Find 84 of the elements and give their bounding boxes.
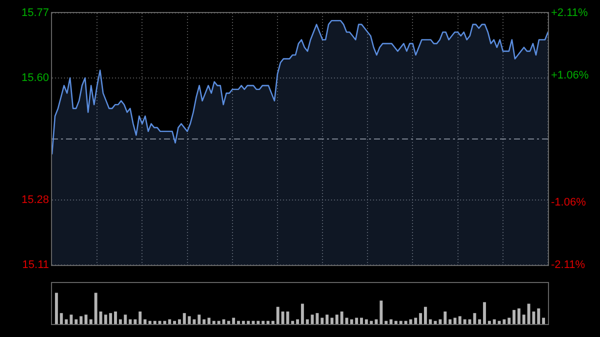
bar	[463, 319, 466, 324]
bar	[537, 308, 540, 324]
bar	[173, 320, 176, 324]
bar	[291, 320, 294, 324]
bar	[370, 320, 373, 324]
bar	[276, 306, 280, 324]
bar	[390, 319, 392, 324]
bar	[271, 320, 274, 324]
bar	[168, 319, 172, 324]
bar	[144, 319, 146, 324]
bar	[542, 318, 546, 324]
bar	[350, 319, 354, 324]
bar	[517, 308, 520, 324]
bar	[300, 304, 304, 324]
y-tick-label: 15.28	[21, 194, 49, 206]
bar	[212, 320, 216, 324]
bar	[134, 319, 137, 324]
bar	[360, 318, 363, 324]
bar	[182, 313, 186, 324]
y-tick-label: 15.11	[22, 259, 49, 272]
bar	[340, 312, 344, 324]
bar	[202, 319, 206, 324]
bar	[94, 292, 98, 324]
bar	[478, 319, 482, 324]
bar	[458, 316, 462, 324]
bar	[178, 319, 181, 324]
bar	[320, 318, 324, 324]
bar	[399, 320, 402, 324]
bar	[262, 320, 265, 324]
bar	[335, 314, 338, 324]
bar	[266, 320, 270, 324]
bar	[483, 302, 486, 324]
bar	[394, 320, 398, 324]
bar	[502, 319, 506, 324]
bar	[296, 319, 300, 324]
bar	[124, 314, 127, 324]
bar	[492, 319, 496, 324]
y-tick-label: 15.77	[21, 7, 49, 20]
bar	[473, 313, 476, 324]
bar	[80, 316, 83, 324]
bar	[512, 310, 516, 324]
bar	[217, 320, 220, 324]
bar	[114, 312, 117, 324]
y2-tick-label: +2.11%	[551, 7, 588, 20]
bar	[306, 319, 309, 324]
bar	[153, 320, 156, 324]
bar	[60, 313, 63, 324]
bar	[232, 318, 236, 324]
bar	[448, 319, 452, 324]
bar	[508, 318, 511, 324]
bar	[330, 318, 334, 324]
bar	[89, 319, 92, 324]
bar	[109, 313, 112, 324]
y2-tick-label: +1.06%	[551, 70, 589, 82]
y2-tick-label: -1.06%	[551, 196, 586, 208]
bar	[444, 312, 447, 324]
bar	[74, 319, 78, 324]
bar	[227, 320, 230, 324]
bar	[355, 318, 358, 324]
bar	[54, 292, 58, 324]
bar	[424, 306, 427, 324]
bar	[380, 300, 383, 324]
bar	[419, 313, 422, 324]
bar	[326, 314, 329, 324]
bar	[384, 320, 388, 324]
bar	[208, 318, 210, 324]
bar	[242, 320, 245, 324]
bar	[364, 319, 368, 324]
bar	[428, 319, 432, 324]
bar	[198, 314, 201, 324]
bar	[488, 320, 491, 324]
bar	[237, 320, 240, 324]
bar	[246, 320, 250, 324]
y2-tick-label: -2.11%	[551, 259, 586, 272]
bar	[84, 314, 88, 324]
bar	[256, 320, 260, 324]
bar	[414, 318, 418, 324]
bar	[118, 319, 122, 324]
bar	[454, 318, 456, 324]
bar	[104, 314, 108, 324]
bar	[148, 320, 152, 324]
bar	[138, 312, 142, 324]
y-tick-label: 15.60	[21, 72, 49, 84]
bar	[522, 314, 526, 324]
